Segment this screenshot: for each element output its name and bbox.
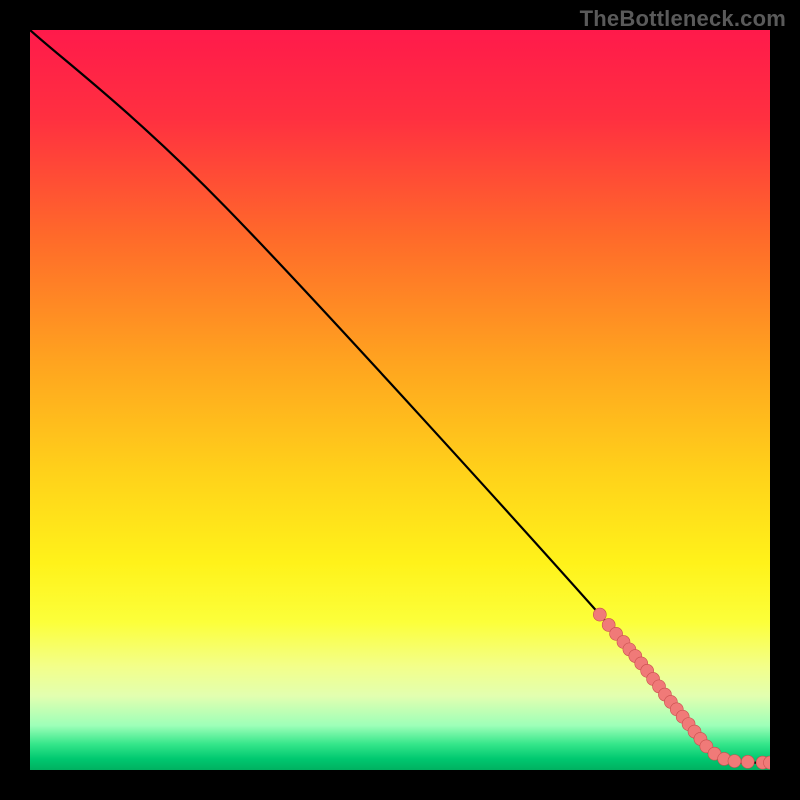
data-marker	[728, 755, 741, 768]
chart-plot	[30, 30, 770, 770]
plot-background	[30, 30, 770, 770]
data-marker	[593, 608, 606, 621]
data-marker	[741, 755, 754, 768]
watermark-text: TheBottleneck.com	[580, 6, 786, 32]
chart-frame: TheBottleneck.com	[0, 0, 800, 800]
